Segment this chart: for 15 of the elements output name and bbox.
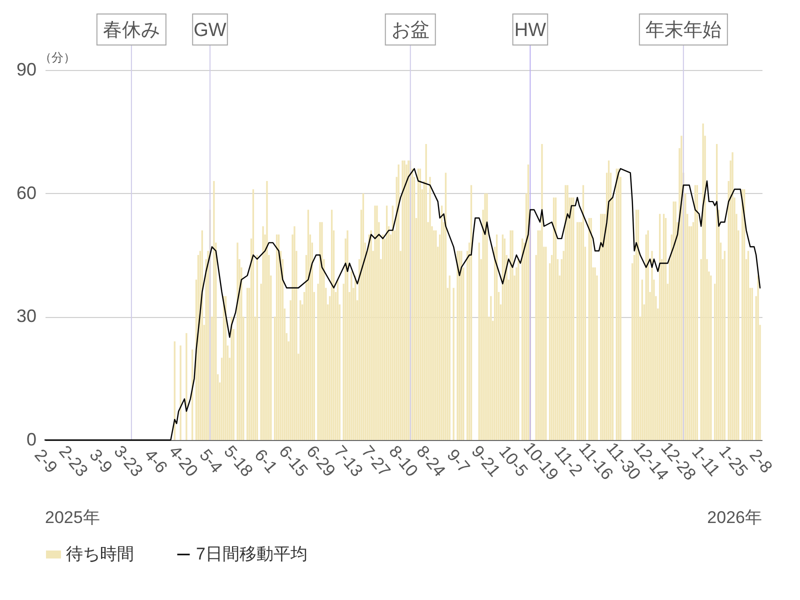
ref-line-label: 春休み [102,20,160,41]
y-tick-label: 0 [26,430,36,450]
ref-line-label: お盆 [391,20,430,41]
text: 2026年 [707,508,762,527]
y-tick-label: 90 [16,60,36,80]
ref-line-label: HW [514,20,546,41]
y-tick-label: 60 [16,182,36,203]
y-tick-label: 30 [16,306,36,326]
legend-label: 待ち時間 [66,544,134,564]
text: 2025年 [45,508,100,527]
y-axis-title: （分） [40,50,76,64]
legend-label: 7日間移動平均 [196,544,308,564]
ref-line-label: 年末年始 [645,20,722,41]
x-tick-label: 5-4 [196,446,226,477]
ref-line-label: GW [194,20,226,41]
